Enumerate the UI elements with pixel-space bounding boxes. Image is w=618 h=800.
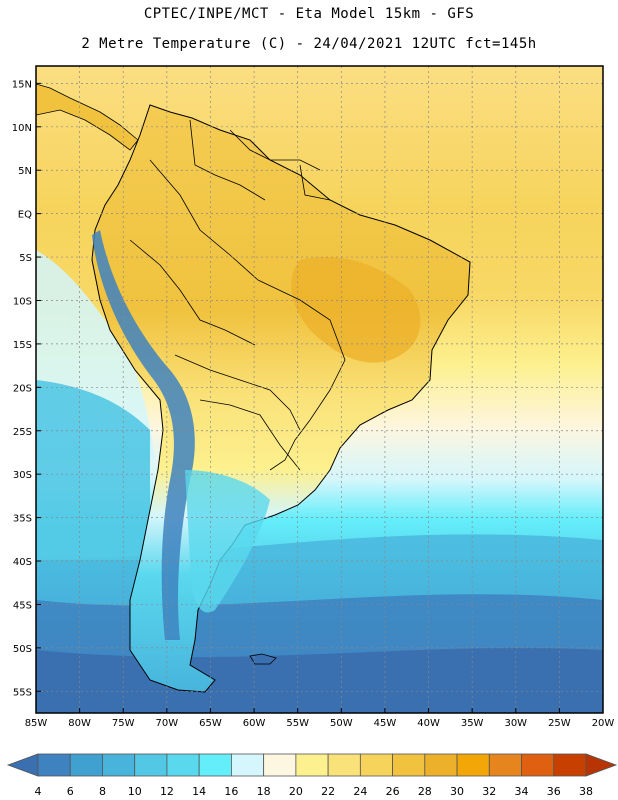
colorbar-bin: [69, 753, 103, 777]
colorbar-bin: [37, 753, 71, 777]
colorbar-label: 14: [192, 785, 206, 798]
lat-label: 40S: [13, 557, 32, 568]
colorbar-bin: [392, 753, 426, 777]
colorbar-label: 28: [418, 785, 432, 798]
title-line-1: CPTEC/INPE/MCT - Eta Model 15km - GFS: [143, 6, 475, 22]
lat-label: 20S: [13, 383, 32, 394]
colorbar-label: 30: [450, 785, 464, 798]
patagonia-cool: [185, 470, 270, 613]
lon-label: 85W: [25, 718, 48, 729]
colorbar-bin: [327, 753, 361, 777]
lon-label: 35W: [461, 718, 484, 729]
lat-label: 5S: [19, 253, 32, 264]
colorbar-bin: [488, 753, 522, 777]
country-borders: [129, 119, 346, 471]
colorbar-label: 6: [67, 785, 74, 798]
lon-label: 75W: [112, 718, 135, 729]
colorbar-bin: [424, 753, 458, 777]
lat-label: 10N: [12, 123, 32, 134]
colorbar-label: 18: [257, 785, 271, 798]
colorbar-bin: [134, 753, 168, 777]
colorbar-label: 26: [386, 785, 400, 798]
lat-label: 25S: [13, 427, 32, 438]
lon-label: 60W: [243, 718, 266, 729]
colorbar-label: 10: [128, 785, 142, 798]
colorbar-label: 36: [547, 785, 561, 798]
colorbar-bin: [198, 753, 232, 777]
colorbar-bin: [102, 753, 136, 777]
lat-label: 50S: [13, 644, 32, 655]
lon-label: 70W: [156, 718, 179, 729]
colorbar-bin: [553, 753, 587, 777]
colorbar-label: 38: [579, 785, 593, 798]
colorbar-label: 32: [482, 785, 496, 798]
lon-label: 50W: [330, 718, 353, 729]
lon-label: 80W: [68, 718, 91, 729]
colorbar-arrow-low: [6, 753, 39, 777]
colorbar-label: 16: [224, 785, 238, 798]
longitude-axis: 85W 80W 75W 70W 65W 60W 55W 50W 45W 40W 35W 30W 25W 2…: [25, 708, 615, 729]
colorbar-bin: [263, 753, 297, 777]
colorbar-bin: [521, 753, 555, 777]
lon-label: 20W: [592, 718, 615, 729]
colorbar-label: 22: [321, 785, 335, 798]
lat-label: 10S: [13, 296, 32, 307]
lat-label: 30S: [13, 470, 32, 481]
colorbar-bin: [359, 753, 393, 777]
colorbar-arrow-high: [585, 753, 618, 777]
colorbar: 4 6 8 10 12 14 16 18 20 22 24 26 28 30 32 34 36 38: [6, 753, 618, 798]
lat-label: 15S: [13, 340, 32, 351]
colorbar-bin: [456, 753, 490, 777]
colorbar-bin: [166, 753, 200, 777]
lon-label: 40W: [417, 718, 440, 729]
lat-label: 35S: [13, 514, 32, 525]
pacific-cool-zone: [36, 380, 150, 560]
colorbar-label: 24: [353, 785, 367, 798]
lat-label: 45S: [13, 600, 32, 611]
colorbar-label: 4: [35, 785, 42, 798]
lon-label: 55W: [286, 718, 309, 729]
lat-label: EQ: [18, 210, 32, 221]
central-america-land: [36, 83, 139, 151]
lat-label: 55S: [13, 687, 32, 698]
lon-label: 65W: [199, 718, 222, 729]
colorbar-bin: [295, 753, 329, 777]
colorbar-label: 20: [289, 785, 303, 798]
colorbar-label: 34: [515, 785, 529, 798]
ocean-band-coldest: [36, 647, 603, 713]
title-line-2: 2 Metre Temperature (C) - 24/04/2021 12U…: [81, 36, 537, 52]
lat-label: 15N: [12, 79, 32, 90]
colorbar-label: 8: [99, 785, 106, 798]
latitude-axis: 15N 10N 5N EQ 5S 10S 15S 20S 25S 30S 35S 40S 45S 50S 5…: [12, 79, 41, 698]
colorbar-bin: [231, 753, 265, 777]
andes-cold-spine: [92, 230, 195, 640]
lon-label: 25W: [548, 718, 571, 729]
colorbar-label: 12: [160, 785, 174, 798]
map-frame: [35, 65, 604, 714]
lon-label: 45W: [374, 718, 397, 729]
warm-core: [291, 256, 421, 363]
lon-label: 30W: [504, 718, 527, 729]
lat-label: 5N: [18, 166, 32, 177]
